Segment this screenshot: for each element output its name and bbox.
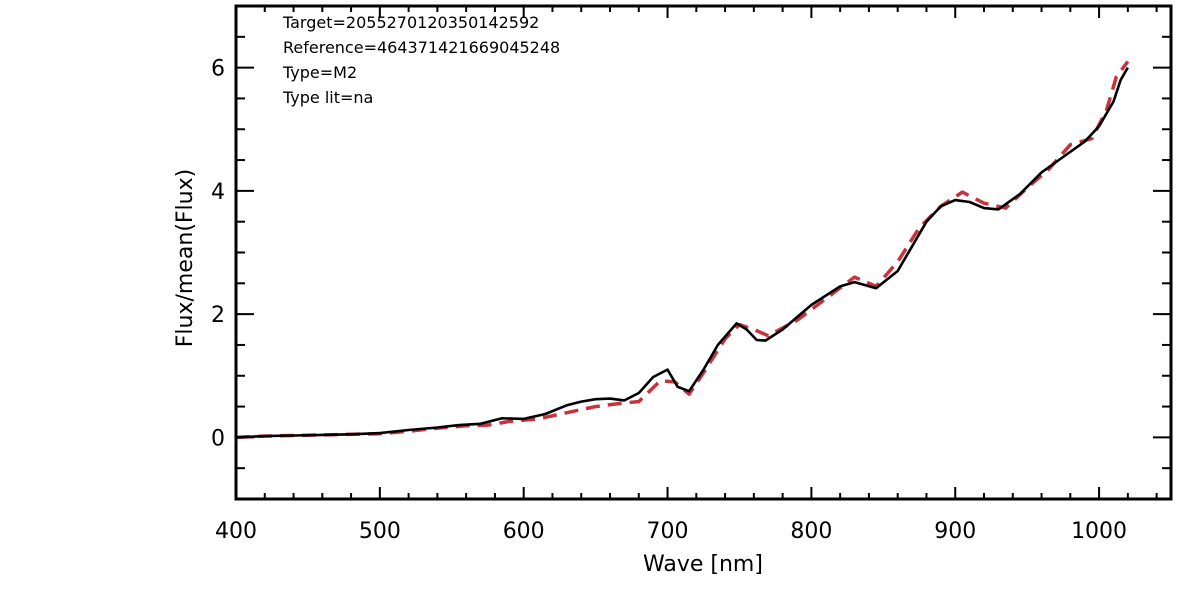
x-tick-label: 500 bbox=[359, 519, 401, 544]
y-tick-label: 0 bbox=[211, 426, 225, 451]
annotation-line: Type=M2 bbox=[282, 63, 357, 82]
plot-frame bbox=[234, 4, 1173, 501]
reference-series-line bbox=[235, 60, 1130, 440]
y-tick-label: 6 bbox=[211, 57, 225, 82]
annotation-block: Target=205527012035014259​2 Reference=464… bbox=[282, 13, 560, 107]
annotation-line: Type lit=na bbox=[282, 88, 373, 107]
series-layer bbox=[235, 60, 1130, 440]
y-tick-label: 2 bbox=[211, 303, 225, 328]
y-tick-label: 4 bbox=[211, 180, 225, 205]
x-tick-label: 600 bbox=[503, 519, 545, 544]
x-tick-labels: 400 500 600 700 800 900 1000 bbox=[215, 519, 1127, 544]
x-tick-label: 700 bbox=[647, 519, 689, 544]
axis-ticks bbox=[235, 5, 1171, 500]
x-tick-label: 1000 bbox=[1071, 519, 1127, 544]
y-tick-labels: 0 2 4 6 bbox=[211, 57, 225, 452]
y-axis-title: Flux/mean(Flux) bbox=[173, 169, 198, 347]
x-tick-label: 800 bbox=[790, 519, 832, 544]
annotation-line: Target=205527012035014259​2 bbox=[282, 13, 539, 32]
x-tick-label: 400 bbox=[215, 519, 257, 544]
target-series-line bbox=[235, 66, 1129, 439]
annotation-line: Reference=464371421669045248 bbox=[283, 38, 560, 57]
x-axis-title: Wave [nm] bbox=[643, 552, 763, 577]
x-tick-label: 900 bbox=[934, 519, 976, 544]
